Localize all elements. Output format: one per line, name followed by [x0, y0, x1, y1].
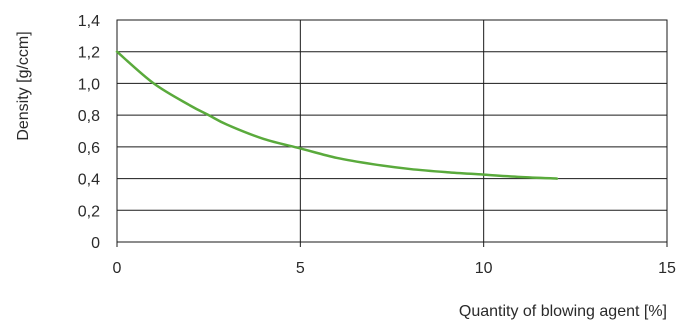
- x-tick-label: 15: [658, 260, 676, 277]
- y-tick-label: 1,2: [78, 45, 100, 62]
- y-tick-label: 0,4: [78, 172, 100, 189]
- y-axis-title: Density [g/ccm]: [15, 31, 32, 140]
- density-series-line: [115, 50, 559, 180]
- plot-frame: [116, 19, 668, 243]
- grid-lines: [116, 19, 668, 247]
- x-tick-label: 5: [296, 260, 305, 277]
- y-tick-label: 0,2: [78, 203, 100, 220]
- y-tick-label: 1,0: [78, 76, 100, 93]
- x-tick-label: 0: [113, 260, 122, 277]
- series-layer: [115, 50, 559, 180]
- x-tick-label: 10: [475, 260, 493, 277]
- y-tick-label: 0,6: [78, 140, 100, 157]
- y-tick-label: 1,4: [78, 13, 100, 30]
- y-tick-label: 0: [91, 235, 100, 252]
- y-axis-ticks: 0 0,2 0,4 0,6 0,8 1,0 1,2 1,4: [78, 13, 100, 252]
- x-axis-title: Quantity of blowing agent [%]: [459, 303, 667, 320]
- y-tick-label: 0,8: [78, 108, 100, 125]
- x-axis-ticks: 0 5 10 15: [113, 260, 676, 277]
